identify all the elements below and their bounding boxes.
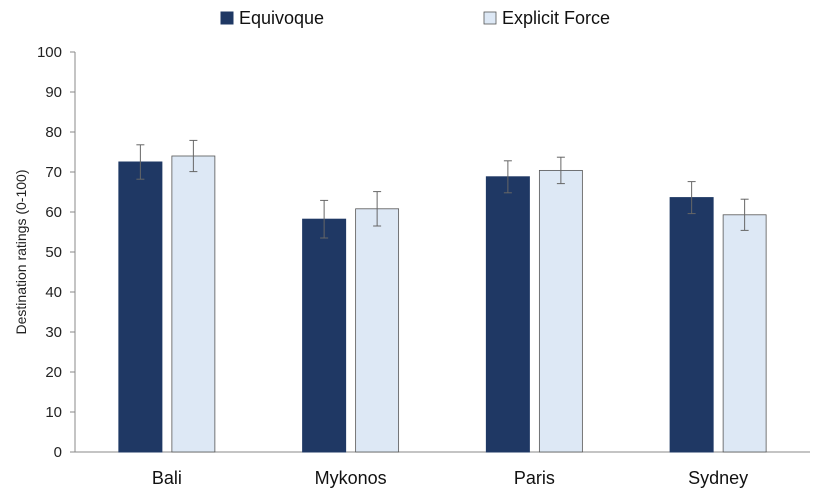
y-tick-label: 30 — [45, 324, 62, 341]
y-tick-label: 40 — [45, 284, 62, 301]
y-tick-label: 10 — [45, 404, 62, 421]
x-category-label: Mykonos — [315, 468, 387, 488]
y-axis-label: Destination ratings (0-100) — [13, 170, 29, 335]
legend-swatch-equivoque — [220, 11, 234, 25]
bars-layer — [118, 139, 767, 453]
legend-label-explicit-force: Explicit Force — [502, 8, 610, 28]
bar-equivoque-sydney — [669, 197, 714, 453]
y-tick-label: 70 — [45, 164, 62, 181]
x-category-label: Paris — [514, 468, 555, 488]
y-tick-label: 100 — [37, 44, 62, 61]
bar-equivoque-paris — [485, 176, 530, 453]
bar-explicit-force-paris — [538, 169, 583, 453]
legend-label-equivoque: Equivoque — [239, 8, 324, 28]
legend: Equivoque Explicit Force — [220, 8, 610, 28]
x-category-label: Bali — [152, 468, 182, 488]
bar-explicit-force-bali — [171, 155, 216, 453]
bar-explicit-force-sydney — [722, 214, 767, 453]
x-axis-categories: Bali Mykonos Paris Sydney — [152, 468, 748, 488]
y-tick-label: 50 — [45, 244, 62, 261]
bar-equivoque-mykonos — [302, 218, 347, 453]
y-tick-label: 60 — [45, 204, 62, 221]
y-tick-label: 90 — [45, 84, 62, 101]
bar-explicit-force-mykonos — [355, 208, 400, 453]
legend-swatch-explicit-force — [483, 11, 497, 25]
y-tick-label: 20 — [45, 364, 62, 381]
x-category-label: Sydney — [688, 468, 748, 488]
bar-equivoque-bali — [118, 161, 163, 453]
y-axis-ticks: 0 10 20 30 40 50 60 70 80 90 100 — [37, 44, 75, 461]
y-tick-label: 80 — [45, 124, 62, 141]
y-tick-label: 0 — [54, 444, 62, 461]
